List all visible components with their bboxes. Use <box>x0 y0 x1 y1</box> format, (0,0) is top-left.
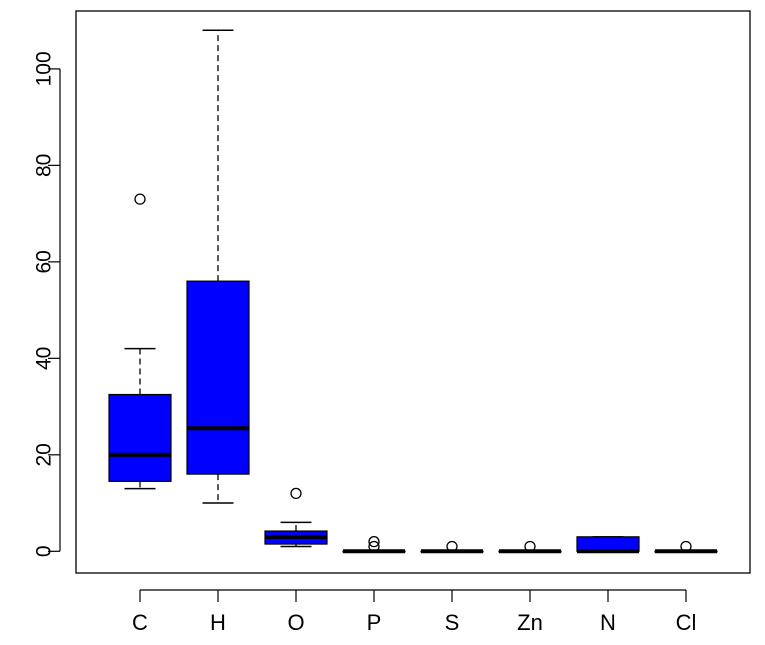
outlier-point <box>524 540 536 553</box>
outlier-point <box>368 535 380 548</box>
y-axis-ticks: 0 20 40 60 80 100 <box>33 51 60 557</box>
box-h <box>186 29 250 504</box>
box-iqr <box>108 393 172 482</box>
outlier-point <box>446 540 458 553</box>
x-tick-label: P <box>367 610 382 635</box>
plot-frame <box>75 10 751 574</box>
box-iqr <box>186 280 250 475</box>
x-axis-ticks: C H O P S Zn N Cl <box>132 590 696 635</box>
y-tick-label: 0 <box>33 545 56 557</box>
y-tick-label: 20 <box>33 443 56 466</box>
y-tick-label: 100 <box>33 51 56 86</box>
box-n <box>576 536 640 554</box>
y-tick-label: 60 <box>33 250 56 273</box>
x-tick-label: O <box>287 610 304 635</box>
box-iqr <box>576 536 640 552</box>
y-tick-label: 40 <box>33 347 56 370</box>
outlier-point <box>368 540 380 553</box>
x-tick-label: H <box>210 610 226 635</box>
y-tick-label: 80 <box>33 154 56 177</box>
x-tick-label: C <box>132 610 148 635</box>
x-tick-label: N <box>600 610 616 635</box>
x-tick-label: Cl <box>676 610 697 635</box>
box-cl <box>654 540 718 554</box>
x-tick-label: S <box>445 610 460 635</box>
box-c <box>108 193 172 490</box>
x-tick-label: Zn <box>517 610 543 635</box>
box-s <box>420 540 484 554</box>
box-p <box>342 535 406 554</box>
boxes-layer <box>108 29 718 554</box>
outlier-point <box>134 193 146 205</box>
box-o <box>264 487 328 548</box>
outlier-point <box>680 540 692 553</box>
box-zn <box>498 540 562 554</box>
outlier-point <box>290 487 302 500</box>
